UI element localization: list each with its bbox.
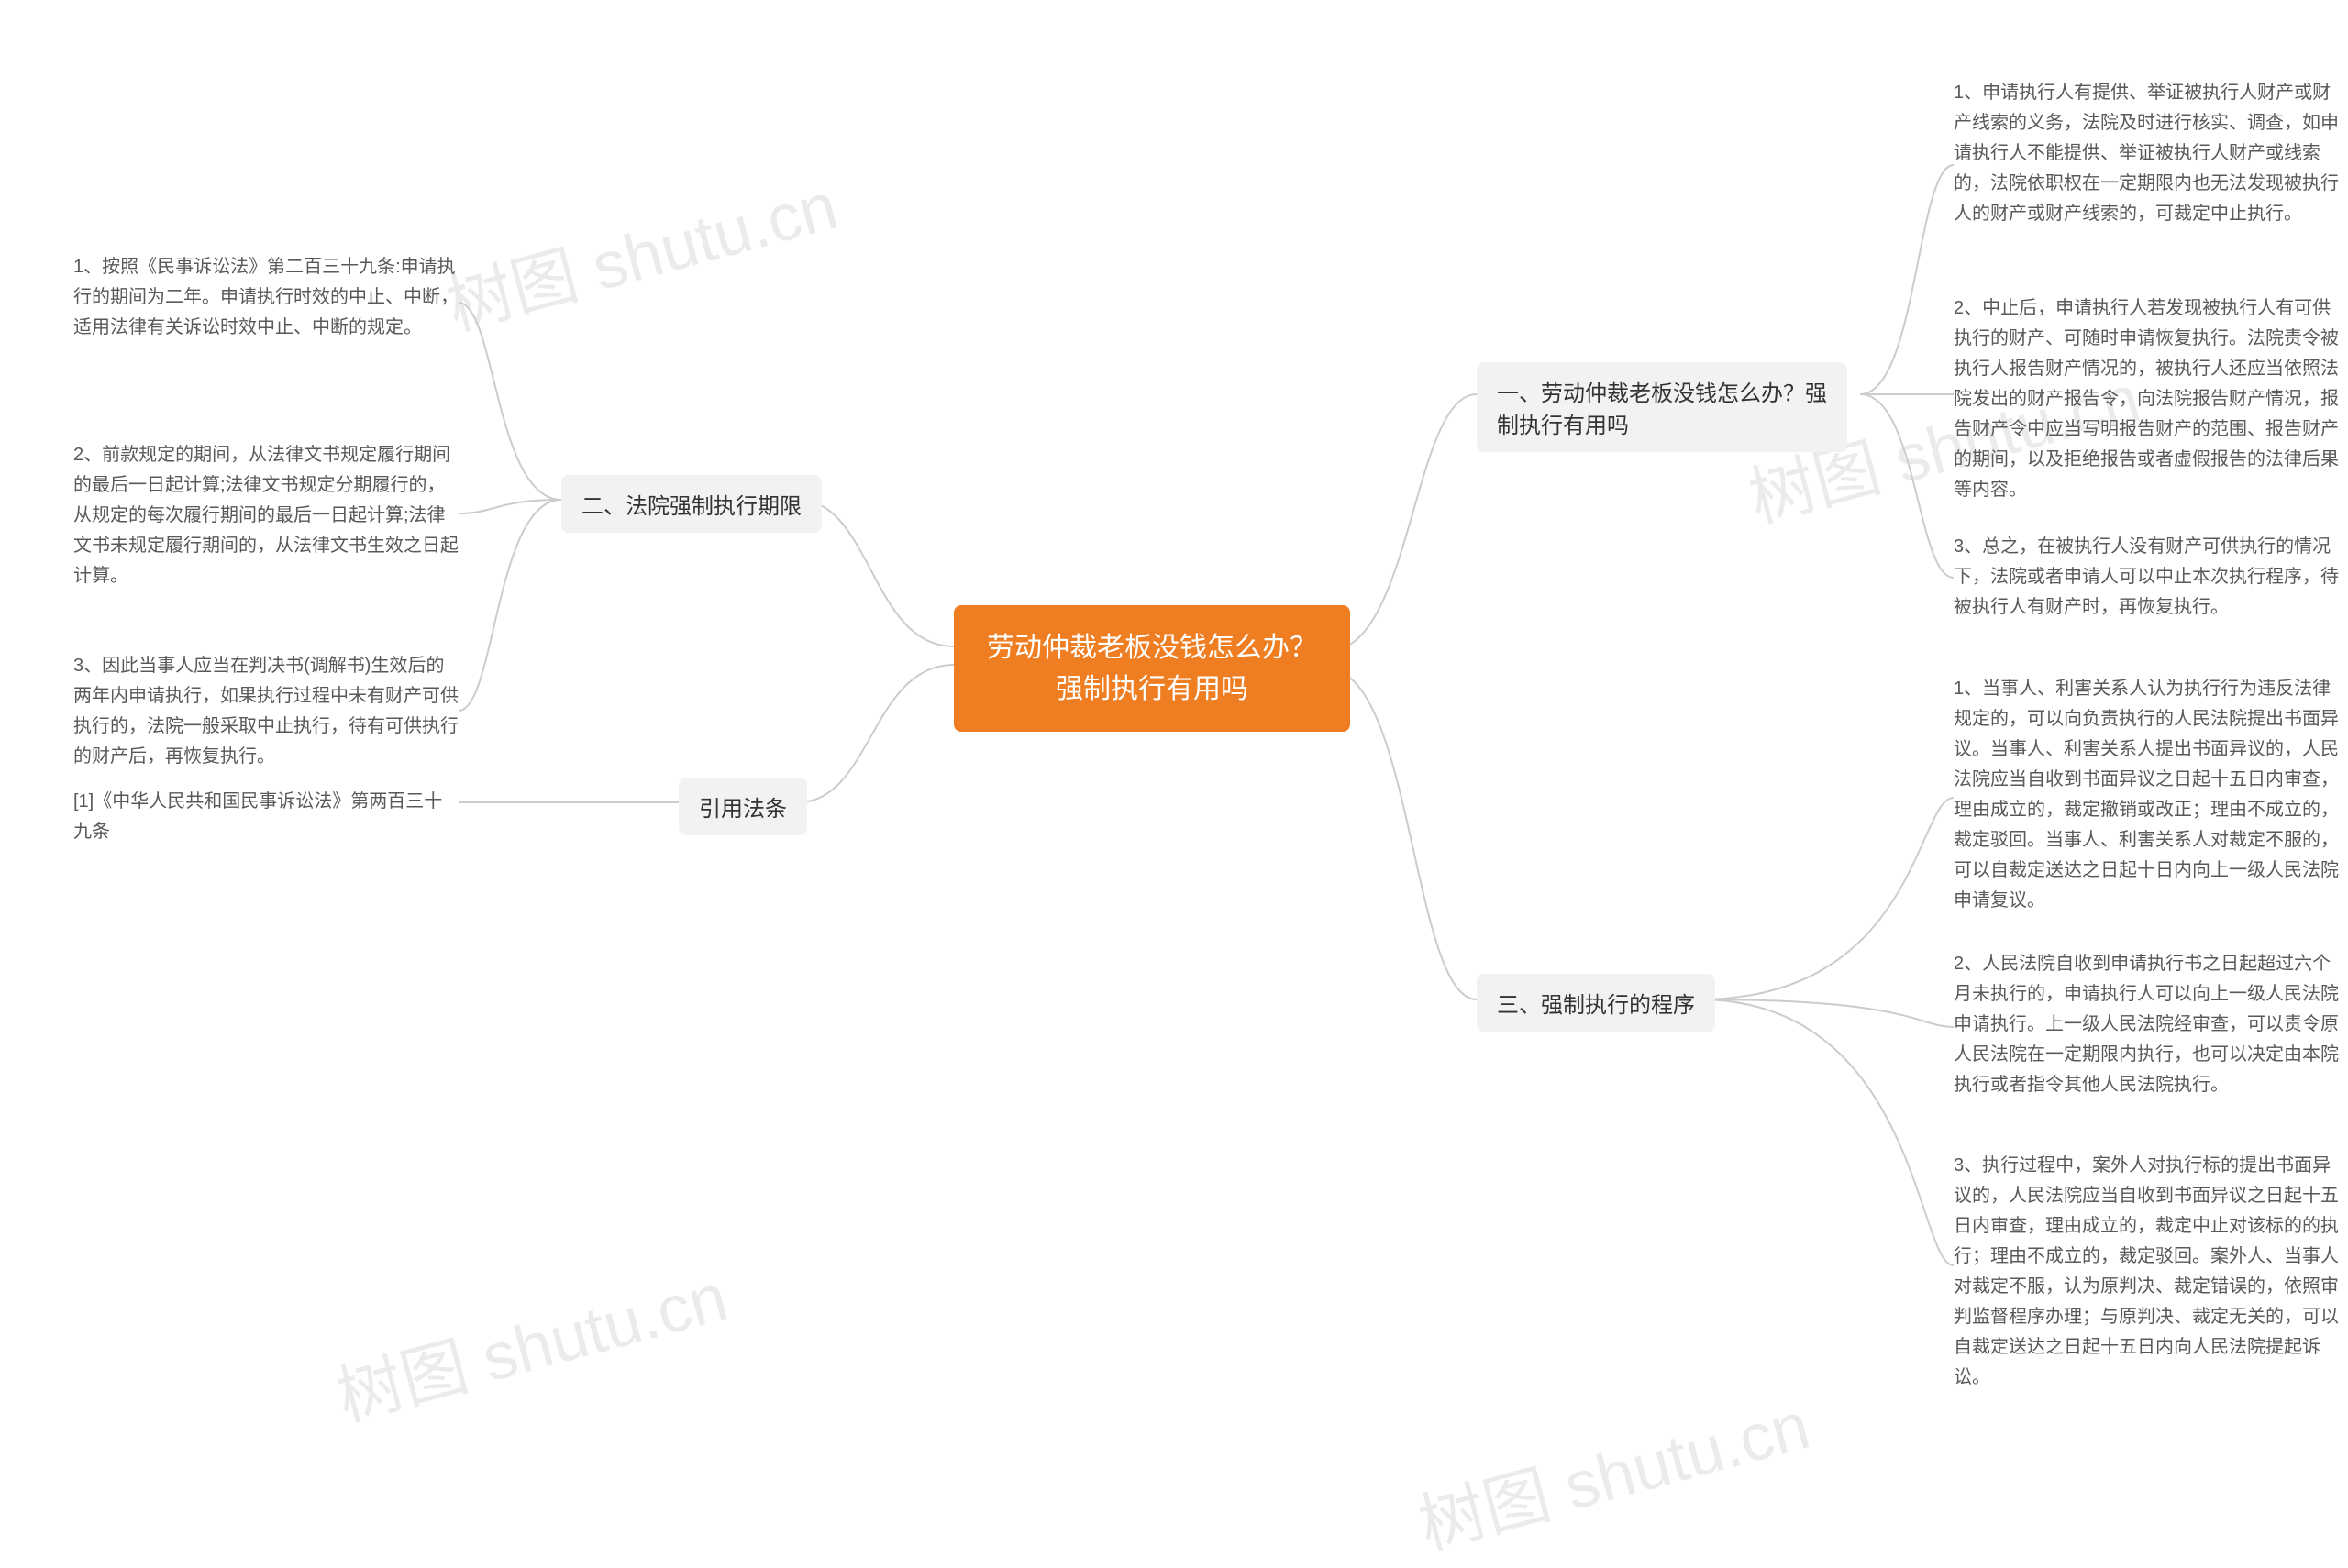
watermark: 树图 shutu.cn: [435, 151, 847, 348]
leaf-b1-1: 1、申请执行人有提供、举证被执行人财产或财产线索的义务，法院及时进行核实、调查，…: [1954, 78, 2348, 229]
leaf-b2-3: 3、因此当事人应当在判决书(调解书)生效后的两年内申请执行，如果执行过程中未有财…: [73, 651, 459, 772]
leaf-b1-3: 3、总之，在被执行人没有财产可供执行的情况下，法院或者申请人可以中止本次执行程序…: [1954, 532, 2348, 623]
leaf-b3-2: 2、人民法院自收到申请执行书之日起超过六个月未执行的，申请执行人可以向上一级人民…: [1954, 949, 2348, 1100]
branch-b1: 一、劳动仲裁老板没钱怎么办？强 制执行有用吗: [1477, 362, 1847, 452]
watermark: 树图 shutu.cn: [1407, 1371, 1819, 1567]
leaf-b2-2: 2、前款规定的期间，从法律文书规定履行期间的最后一日起计算;法律文书规定分期履行…: [73, 440, 459, 591]
leaf-b4-1: [1]《中华人民共和国民事诉讼法》第两百三十九条: [73, 787, 459, 847]
watermark: 树图 shutu.cn: [325, 1242, 737, 1439]
leaf-b1-2: 2、中止后，申请执行人若发现被执行人有可供执行的财产、可随时申请恢复执行。法院责…: [1954, 293, 2348, 505]
branch-b3: 三、强制执行的程序: [1477, 974, 1715, 1032]
root-title-line2: 强制执行有用吗: [1056, 674, 1248, 704]
leaf-b2-1: 1、按照《民事诉讼法》第二百三十九条:申请执行的期间为二年。申请执行时效的中止、…: [73, 252, 459, 343]
branch-b4: 引用法条: [679, 778, 807, 835]
root-title-line1: 劳动仲裁老板没钱怎么办？: [987, 633, 1317, 663]
branch-b2: 二、法院强制执行期限: [561, 475, 822, 533]
leaf-b3-3: 3、执行过程中，案外人对执行标的提出书面异议的，人民法院应当自收到书面异议之日起…: [1954, 1151, 2348, 1393]
root-node: 劳动仲裁老板没钱怎么办？ 强制执行有用吗: [954, 605, 1350, 732]
leaf-b3-1: 1、当事人、利害关系人认为执行行为违反法律规定的，可以向负责执行的人民法院提出书…: [1954, 674, 2348, 916]
